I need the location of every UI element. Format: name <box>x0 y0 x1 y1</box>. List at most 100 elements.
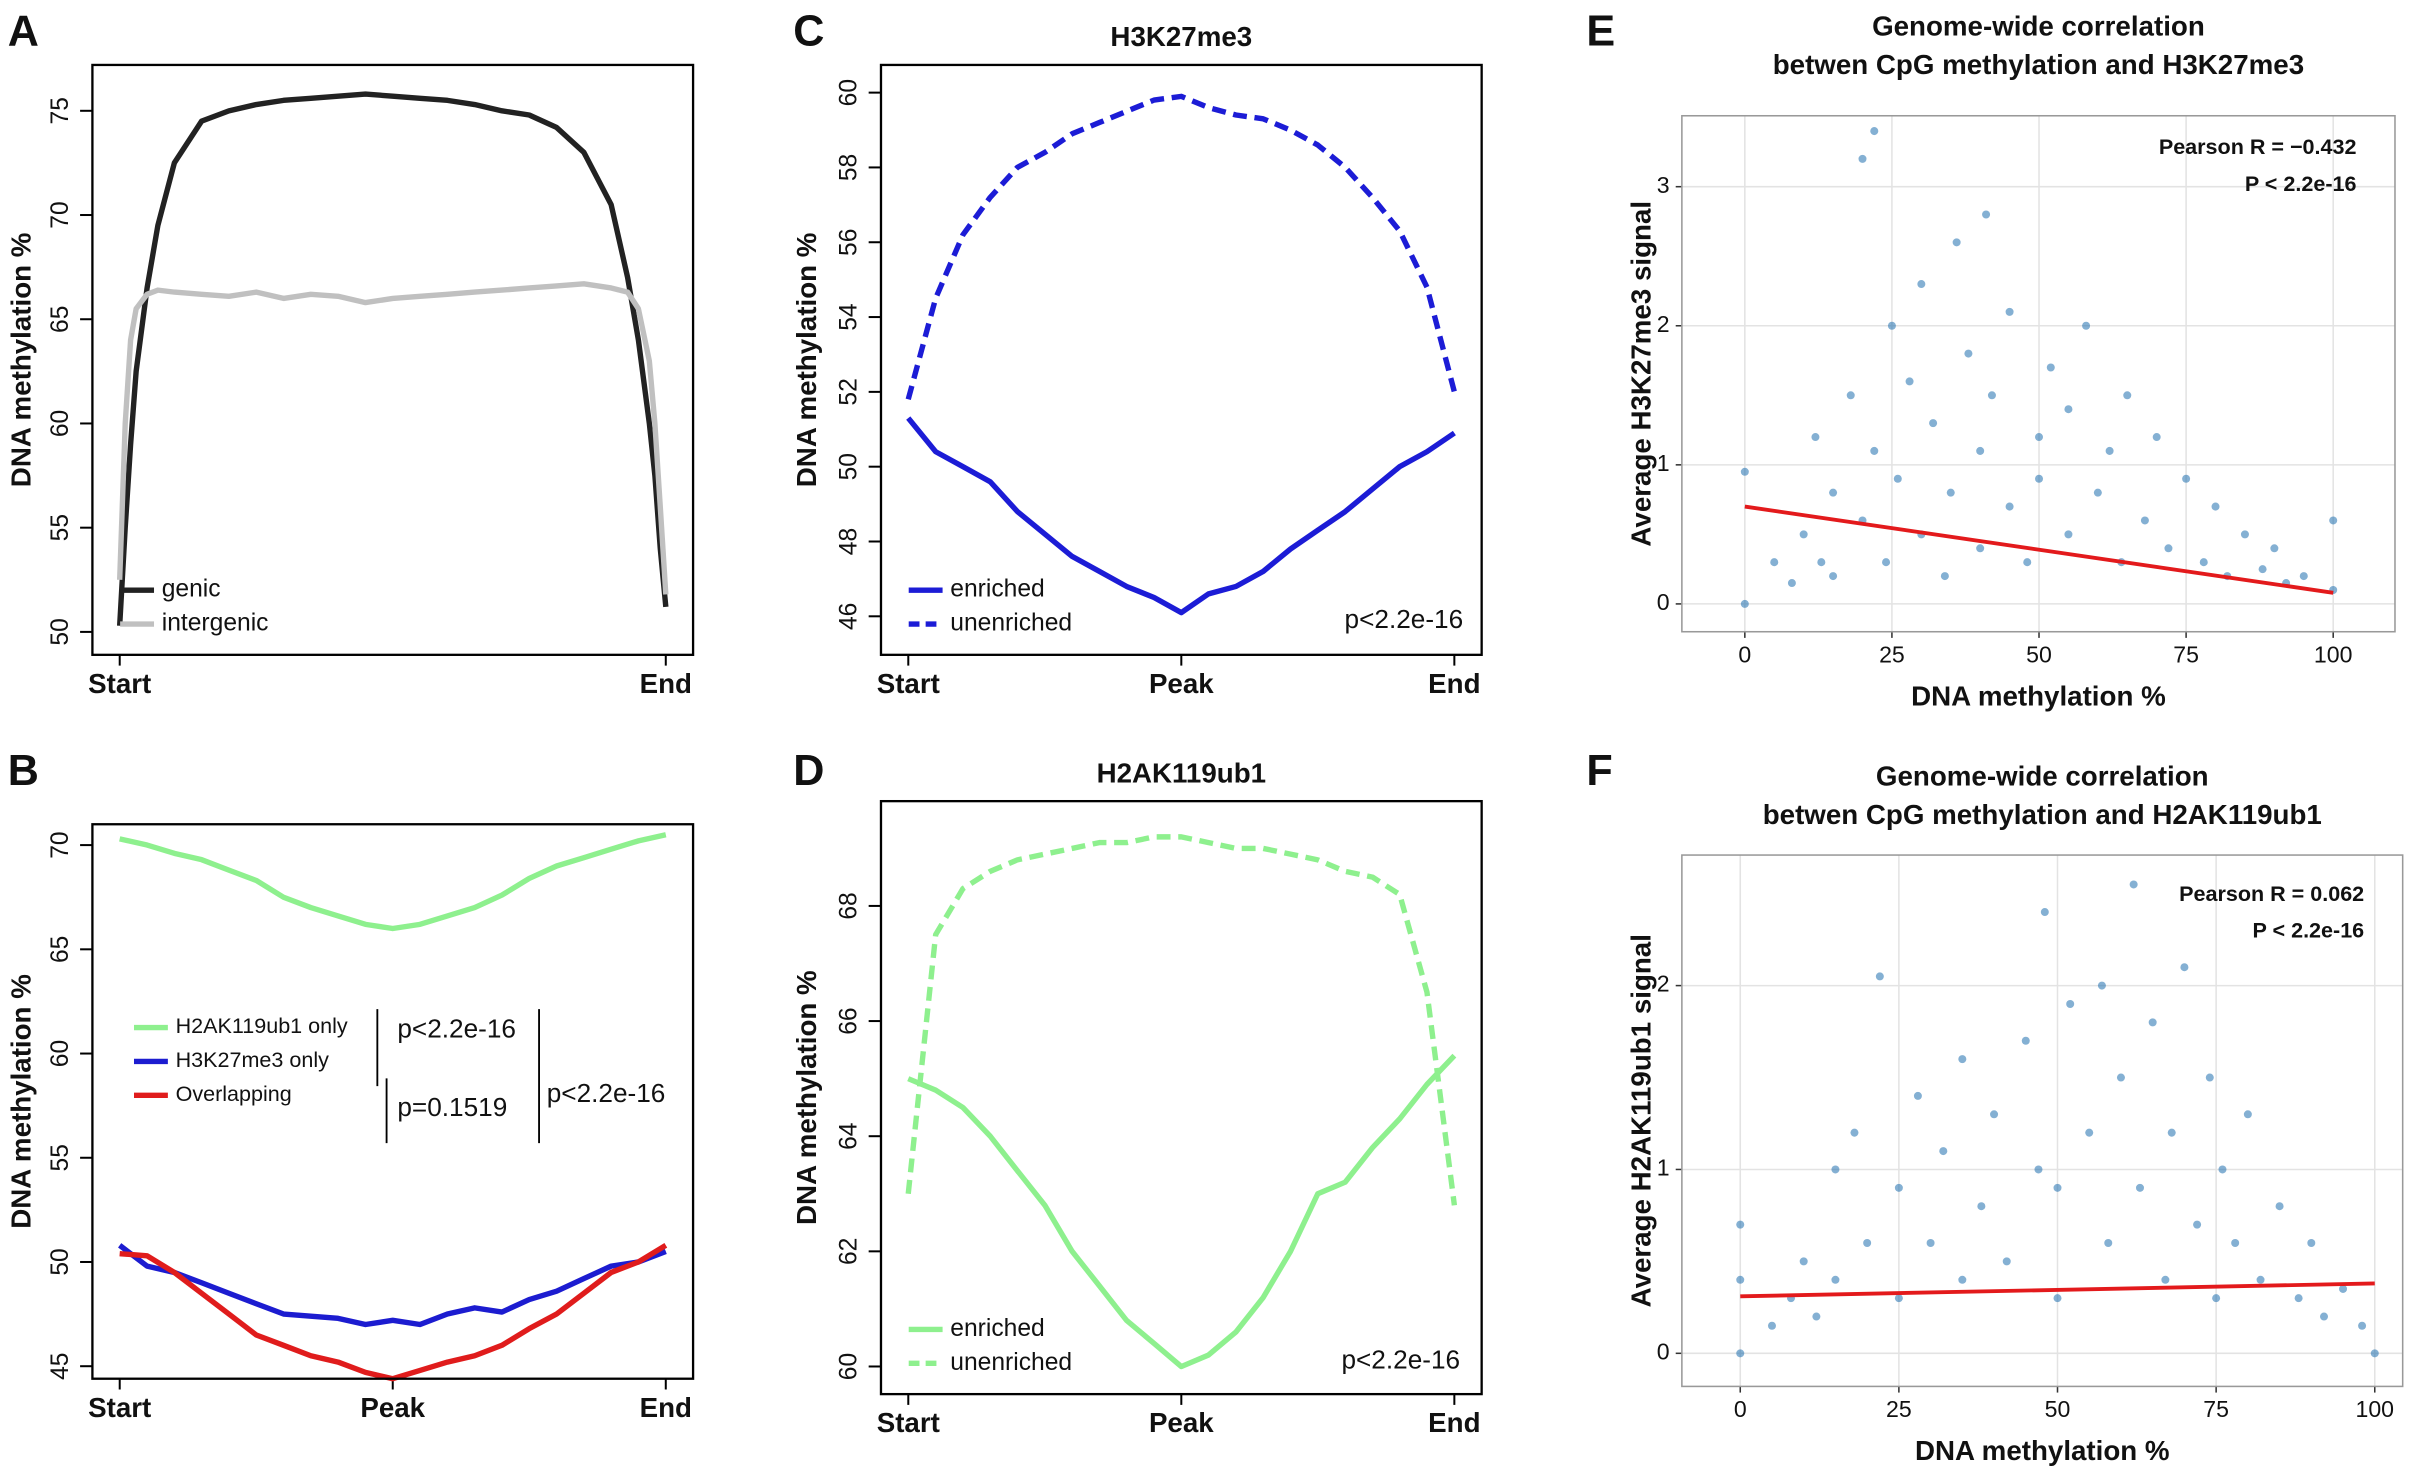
scatter-point <box>1946 488 1955 497</box>
scatter-point <box>1736 1349 1745 1358</box>
scatter-point <box>2053 1183 2062 1192</box>
plot-frame <box>879 799 1483 1396</box>
scatter-point <box>1917 280 1926 289</box>
legend-label: genic <box>162 576 221 603</box>
scatter-point <box>1770 558 1779 567</box>
scatter-point <box>2135 1183 2144 1192</box>
scatter-point <box>2035 474 2044 483</box>
scatter-point <box>2231 1238 2240 1248</box>
y-tick-label: 58 <box>836 154 863 181</box>
scatter-point <box>1929 419 1938 428</box>
panel-label: F <box>1586 747 1612 795</box>
scatter-point <box>1882 558 1891 567</box>
y-tick-label: 0 <box>1657 1338 1670 1364</box>
scatter-point <box>2270 544 2279 553</box>
scatter-point <box>1850 1128 1859 1137</box>
annotation: P < 2.2e-16 <box>2253 918 2365 943</box>
scatter-point <box>2064 530 2073 539</box>
y-tick-label: 60 <box>47 1040 74 1067</box>
scatter-point <box>2258 565 2267 574</box>
y-axis-label: DNA methylation % <box>791 970 822 1225</box>
annotation: Pearson R = 0.062 <box>2179 881 2364 906</box>
scatter-point <box>1990 1110 1999 1119</box>
x-tick-label: Start <box>877 668 940 699</box>
scatter-point <box>1894 1183 1903 1192</box>
legend-label: unenriched <box>950 610 1072 637</box>
scatter-point <box>1863 1238 1872 1248</box>
scatter-point <box>1817 558 1826 567</box>
scatter-point <box>1736 1220 1745 1229</box>
scatter-point <box>2294 1294 2303 1303</box>
scatter-point <box>1870 127 1879 136</box>
y-tick-label: 50 <box>836 453 863 480</box>
scatter-point <box>2167 1128 2176 1137</box>
scatter-point <box>2035 433 2044 442</box>
panel-label: D <box>793 747 824 795</box>
scatter-point <box>2064 405 2073 414</box>
x-tick-label: 0 <box>1738 641 1751 667</box>
scatter-point <box>2358 1321 2367 1330</box>
scatter-point <box>1958 1055 1967 1064</box>
y-axis-label: DNA methylation % <box>5 974 36 1229</box>
line-series <box>905 93 1457 401</box>
chart-title: H3K27me3 <box>1110 21 1252 52</box>
scatter-point <box>1940 572 1949 581</box>
y-axis-label: Average H2AK119ub1 signal <box>1626 934 1657 1307</box>
y-axis-label: DNA methylation % <box>5 233 36 488</box>
scatter-point <box>2164 544 2173 553</box>
scatter-point <box>1829 572 1838 581</box>
scatter-point <box>2005 502 2014 511</box>
scatter-point <box>1913 1091 1922 1100</box>
line-series <box>118 1243 667 1328</box>
y-tick-label: 2 <box>1657 971 1670 997</box>
scatter-point <box>1829 488 1838 497</box>
y-tick-label: 0 <box>1657 589 1670 615</box>
line-series <box>116 281 669 595</box>
scatter-point <box>1740 599 1749 608</box>
regression-line <box>1744 504 2334 595</box>
x-tick-label: 0 <box>1734 1396 1747 1422</box>
scatter-point <box>2212 1294 2221 1303</box>
plot-frame <box>1681 854 2404 1388</box>
y-tick-label: 62 <box>836 1238 863 1265</box>
plot-frame <box>91 823 695 1380</box>
scatter-point <box>2211 502 2220 511</box>
annotation: Pearson R = −0.432 <box>2159 134 2357 159</box>
line-series <box>905 834 1458 1206</box>
y-axis-label: DNA methylation % <box>791 233 822 488</box>
y-tick-label: 65 <box>47 306 74 333</box>
chart-title: H2AK119ub1 <box>1097 757 1266 788</box>
legend-label: unenriched <box>950 1349 1072 1376</box>
scatter-point <box>2339 1284 2348 1293</box>
y-tick-label: 50 <box>47 618 74 645</box>
scatter-point <box>2046 363 2055 372</box>
y-tick-label: 1 <box>1657 450 1670 476</box>
line-series <box>907 1053 1457 1370</box>
annotation: P < 2.2e-16 <box>2245 171 2357 196</box>
x-tick-label: 75 <box>2173 641 2199 667</box>
scatter-point <box>2205 1073 2214 1082</box>
scatter-point <box>2123 391 2132 400</box>
x-tick-label: Peak <box>360 1392 425 1423</box>
scatter-point <box>2319 1312 2329 1321</box>
scatter-point <box>1831 1275 1840 1284</box>
scatter-point <box>2105 446 2114 455</box>
scatter-point <box>2243 1110 2252 1119</box>
scatter-point <box>1987 391 1996 400</box>
y-tick-label: 75 <box>47 97 74 124</box>
scatter-point <box>2097 981 2106 990</box>
line-series <box>119 1243 668 1382</box>
scatter-point <box>1894 1294 1903 1303</box>
annotation: p=0.1519 <box>397 1092 507 1122</box>
x-tick-label: Peak <box>1149 1407 1214 1438</box>
y-tick-label: 70 <box>47 201 74 228</box>
y-tick-label: 65 <box>47 936 74 963</box>
y-tick-label: 3 <box>1657 172 1670 198</box>
scatter-point <box>1939 1147 1948 1156</box>
scatter-point <box>1858 154 1867 163</box>
y-tick-label: 46 <box>836 603 863 630</box>
chart-title: betwen CpG methylation and H2AK119ub1 <box>1763 799 2322 830</box>
y-tick-label: 56 <box>836 229 863 256</box>
scatter-point <box>1905 377 1914 386</box>
